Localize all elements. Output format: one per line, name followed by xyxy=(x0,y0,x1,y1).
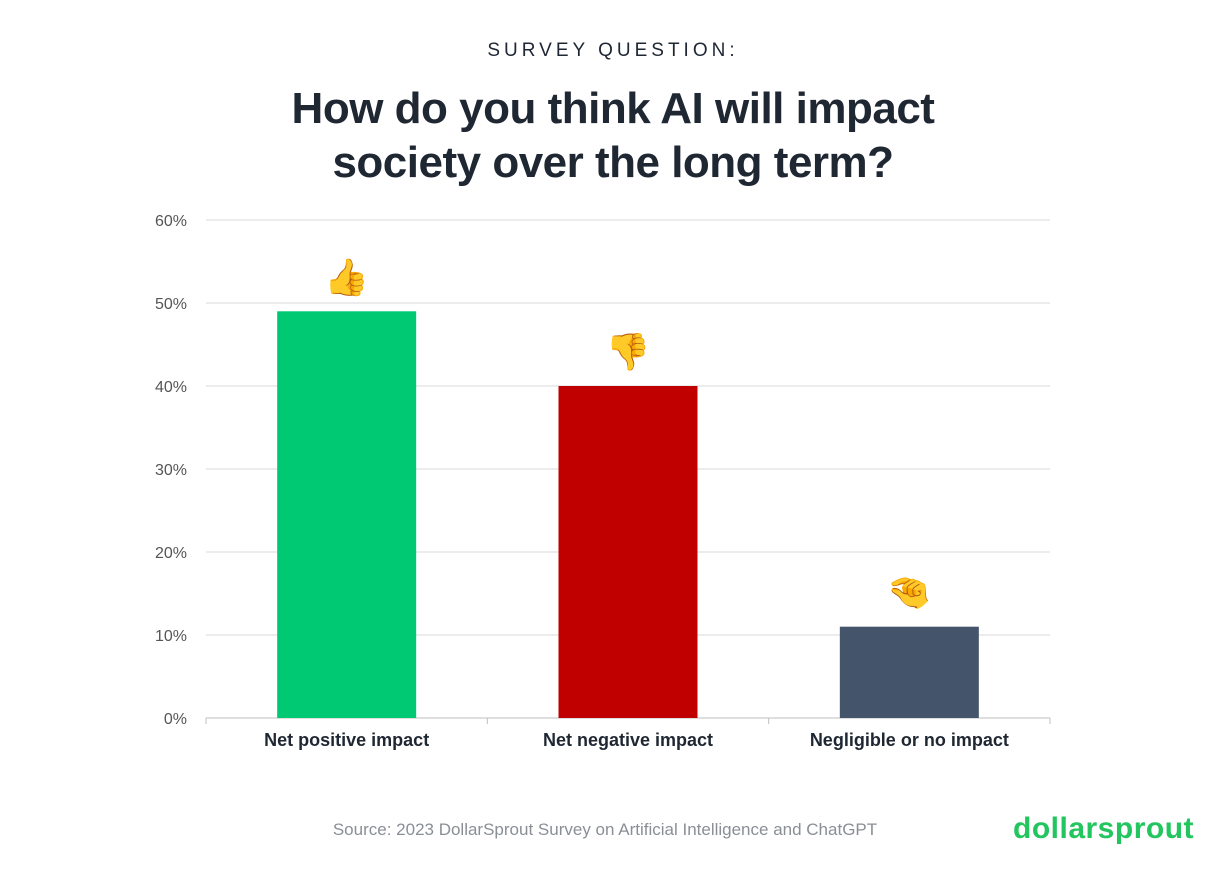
bar-emoji-icon: 👍 xyxy=(324,256,369,297)
dollarsprout-logo: dollarsprout xyxy=(1013,812,1195,845)
y-tick-label: 0% xyxy=(164,711,187,728)
y-tick-label: 20% xyxy=(155,545,187,562)
bar xyxy=(558,386,698,718)
y-tick-label: 30% xyxy=(155,462,187,479)
title-line-2: society over the long term? xyxy=(332,138,894,187)
x-category-label: Net positive impact xyxy=(264,730,429,750)
bar-emoji-icon: 👎 xyxy=(606,331,651,372)
chart-title: How do you think AI will impact society … xyxy=(0,82,1226,190)
y-tick-label: 50% xyxy=(155,296,187,313)
source-note: Source: 2023 DollarSprout Survey on Arti… xyxy=(332,820,878,839)
kicker: SURVEY QUESTION: xyxy=(487,40,739,61)
x-category-label: Net negative impact xyxy=(543,730,713,750)
bar xyxy=(277,311,417,718)
bar xyxy=(839,626,979,718)
bar-emoji-icon: 🤏 xyxy=(887,572,932,613)
y-tick-label: 10% xyxy=(155,628,187,645)
title-line-1: How do you think AI will impact xyxy=(291,84,935,133)
x-category-label: Negligible or no impact xyxy=(810,730,1009,750)
y-tick-label: 60% xyxy=(155,213,187,230)
y-tick-label: 40% xyxy=(155,379,187,396)
